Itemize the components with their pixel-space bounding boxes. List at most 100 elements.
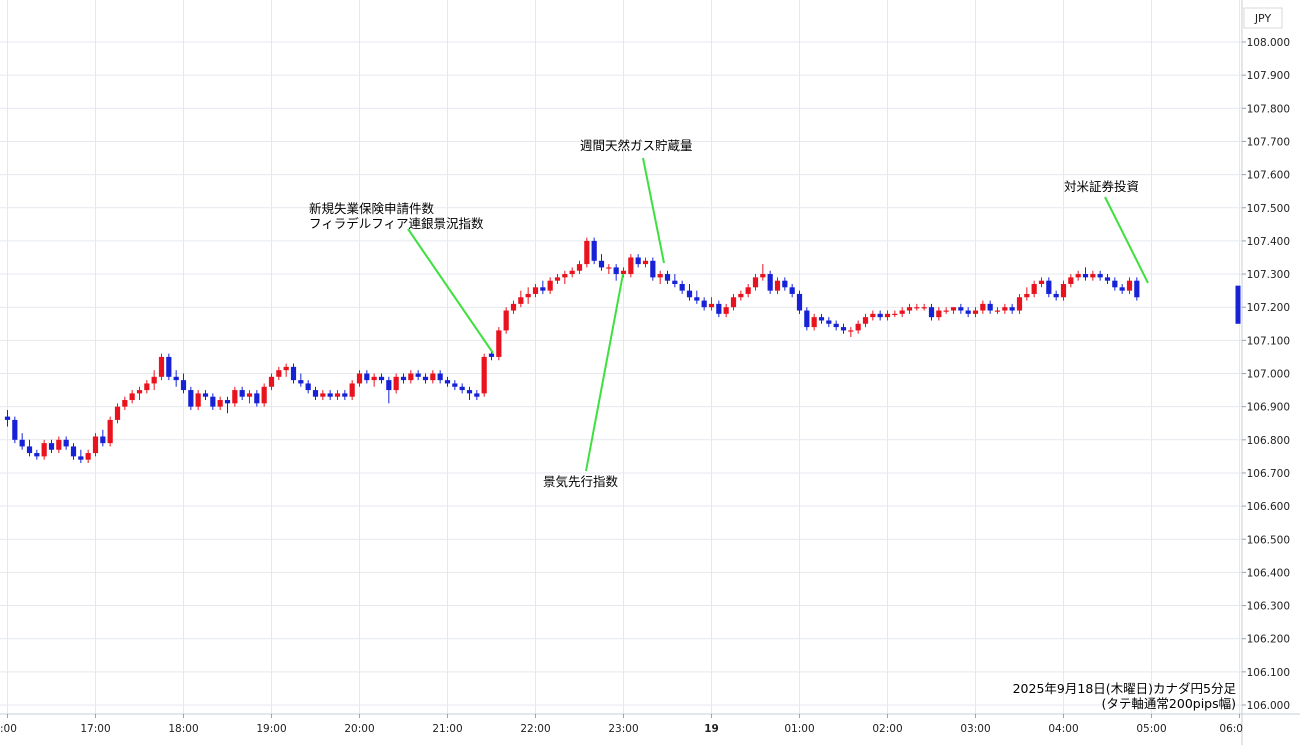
candle-body <box>987 303 993 311</box>
candle <box>496 327 502 361</box>
candle <box>972 307 979 318</box>
candle <box>532 283 539 298</box>
candle <box>833 320 839 331</box>
candle <box>1097 270 1103 281</box>
y-tick-label: 107.700 <box>1247 136 1290 148</box>
y-tick-label: 106.000 <box>1247 700 1290 712</box>
candle <box>268 373 275 391</box>
candle <box>246 390 253 404</box>
chart-caption: 2025年9月18日(木曜日)カナダ円5分足 (タテ軸通常200pips幅) <box>1013 681 1237 711</box>
candle <box>1046 277 1052 298</box>
candle <box>41 439 47 460</box>
candle-body <box>1126 280 1133 291</box>
candle <box>298 373 304 387</box>
candle <box>1009 303 1015 314</box>
candle <box>892 310 898 318</box>
annotation-label: フィラデルフィア連銀景況指数 <box>309 216 484 231</box>
candle-body <box>85 453 91 460</box>
candle-body <box>19 439 25 447</box>
candle-body <box>342 393 348 397</box>
candle <box>63 436 69 450</box>
y-tick-label: 107.500 <box>1247 203 1290 215</box>
annotation-label: 対米証券投資 <box>1064 179 1139 194</box>
candle-body <box>958 307 964 311</box>
candle <box>173 370 179 387</box>
candle <box>628 254 634 278</box>
candle-body <box>364 373 370 381</box>
candle <box>884 310 891 321</box>
y-tick-label: 107.100 <box>1247 335 1290 347</box>
candle-body <box>745 287 751 294</box>
candle-body <box>268 376 275 387</box>
candle <box>466 386 473 401</box>
y-tick-label: 106.200 <box>1247 634 1290 646</box>
candle <box>1002 303 1008 314</box>
candle-body <box>723 307 729 314</box>
candle-body <box>584 240 590 265</box>
candle-body <box>466 390 473 394</box>
candle-body <box>1002 307 1008 311</box>
candle-body <box>158 356 165 377</box>
candle-body <box>818 317 825 321</box>
candle <box>48 439 55 454</box>
candle <box>12 416 18 444</box>
candle-body <box>943 310 949 312</box>
candle-body <box>650 260 656 278</box>
candle <box>848 327 854 338</box>
candle-body <box>503 310 509 331</box>
x-tick-label: 23:00 <box>608 723 638 735</box>
candle <box>789 283 795 298</box>
y-tick-label: 107.000 <box>1247 369 1290 381</box>
candle <box>510 300 517 314</box>
candle <box>782 277 788 291</box>
candle <box>518 290 524 308</box>
candle <box>980 300 986 314</box>
candle-body <box>4 416 11 420</box>
candle <box>657 270 663 284</box>
candle-body <box>525 293 531 298</box>
y-tick-label: 107.800 <box>1247 103 1290 115</box>
candle <box>459 383 465 394</box>
candle-body <box>1068 277 1074 284</box>
y-tick-label: 107.200 <box>1247 302 1290 314</box>
candle <box>290 363 297 384</box>
caption-line-1: 2025年9月18日(木曜日)カナダ円5分足 <box>1013 681 1237 696</box>
candle <box>378 373 385 384</box>
candle-body <box>92 436 99 454</box>
candle <box>261 383 267 407</box>
candle <box>437 370 443 384</box>
candle-body <box>833 323 839 328</box>
candle <box>958 303 964 314</box>
candle <box>525 287 531 304</box>
candle-body <box>576 264 583 271</box>
candle-body <box>261 386 267 404</box>
candle <box>906 303 913 314</box>
y-tick-label: 107.300 <box>1247 269 1290 281</box>
candle-body <box>1134 280 1140 298</box>
candle-body <box>415 373 421 377</box>
candle-body <box>166 356 172 377</box>
currency-label: JPY <box>1254 12 1272 25</box>
candle <box>26 439 33 457</box>
y-tick-label: 108.000 <box>1247 37 1290 49</box>
y-tick-label: 107.600 <box>1247 170 1290 182</box>
candle-body <box>811 317 817 328</box>
candle-body <box>26 446 33 454</box>
candle-body <box>569 270 575 275</box>
candle-body <box>848 330 854 332</box>
candle-body <box>826 320 832 324</box>
candle <box>870 310 876 321</box>
candle-body <box>129 393 135 401</box>
candle <box>943 307 949 314</box>
candle-body <box>628 257 634 275</box>
candle-body <box>437 373 443 381</box>
candle-body <box>716 303 722 314</box>
candle <box>1075 270 1081 281</box>
candle-body <box>246 393 253 397</box>
candle <box>107 416 113 447</box>
y-tick-label: 106.600 <box>1247 501 1290 513</box>
candle-body <box>965 310 971 314</box>
candle-body <box>591 240 597 261</box>
candle-body <box>877 313 883 318</box>
